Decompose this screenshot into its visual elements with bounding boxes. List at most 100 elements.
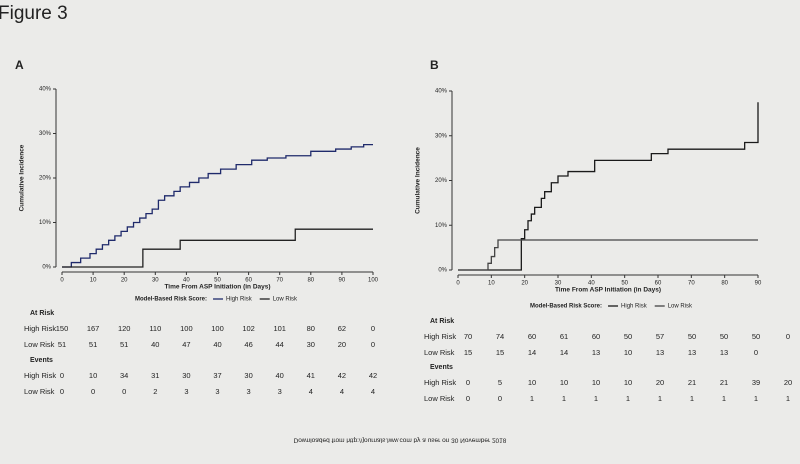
table-cell: 42 <box>338 371 346 380</box>
x-tick-label: 10 <box>488 281 495 287</box>
table-cell: 34 <box>120 371 128 380</box>
table-cell: 0 <box>498 394 502 403</box>
row-label: High Risk <box>24 371 56 380</box>
table-cell: 10 <box>560 378 568 387</box>
step-line <box>62 228 373 268</box>
table-cell: 5 <box>498 378 502 387</box>
table-title: Events <box>430 364 453 371</box>
table-cell: 50 <box>752 332 760 341</box>
table-cell: 21 <box>720 378 728 387</box>
table-cell: 20 <box>656 378 664 387</box>
table-cell: 30 <box>244 371 252 380</box>
x-tick-label: 10 <box>90 278 97 284</box>
table-cell: 1 <box>786 394 790 403</box>
table-cell: 30 <box>307 340 315 349</box>
y-tick-label: 20% <box>39 176 52 182</box>
table-cell: 120 <box>118 324 131 333</box>
table-cell: 20 <box>784 378 792 387</box>
table-cell: 4 <box>371 387 375 396</box>
table-cell: 60 <box>592 332 600 341</box>
table-cell: 40 <box>276 371 284 380</box>
row-label: Low Risk <box>24 387 55 396</box>
legend-label: High Risk <box>226 297 253 303</box>
table-cell: 150 <box>56 324 69 333</box>
table-cell: 4 <box>309 387 313 396</box>
table-cell: 0 <box>466 378 470 387</box>
x-tick-label: 0 <box>456 281 460 287</box>
table-cell: 110 <box>149 324 161 333</box>
table-cell: 51 <box>120 340 128 349</box>
table-cell: 47 <box>182 340 190 349</box>
x-tick-label: 20 <box>121 278 128 284</box>
y-tick-label: 40% <box>39 87 52 93</box>
footer: Downloaded from http://journals.lww.com … <box>294 436 507 443</box>
table-cell: 70 <box>464 332 472 341</box>
table-cell: 50 <box>720 332 728 341</box>
x-tick-label: 70 <box>688 281 695 287</box>
table-cell: 100 <box>211 324 224 333</box>
x-tick-label: 30 <box>152 278 159 284</box>
table-cell: 102 <box>242 324 255 333</box>
x-tick-label: 100 <box>368 278 379 284</box>
table-cell: 1 <box>658 394 662 403</box>
table-cell: 1 <box>594 394 598 403</box>
legend-label: Low Risk <box>273 297 298 303</box>
row-label: High Risk <box>24 324 56 333</box>
x-tick-label: 20 <box>521 281 528 287</box>
step-line <box>458 102 759 271</box>
panel-label: B <box>430 58 439 72</box>
table-cell: 39 <box>752 378 760 387</box>
y-tick-label: 0% <box>42 265 51 271</box>
table-cell: 1 <box>690 394 694 403</box>
table-cell: 30 <box>182 371 190 380</box>
table-cell: 1 <box>754 394 758 403</box>
table-cell: 41 <box>307 371 315 380</box>
table-cell: 14 <box>528 348 536 357</box>
x-axis-label: Time From ASP Initiation (in Days) <box>164 284 270 291</box>
row-label: Low Risk <box>424 348 455 357</box>
table-title: At Risk <box>30 310 54 317</box>
table-cell: 40 <box>151 340 159 349</box>
x-tick-label: 30 <box>555 281 562 287</box>
table-title: At Risk <box>430 318 454 325</box>
table-cell: 0 <box>91 387 95 396</box>
row-label: High Risk <box>424 332 456 341</box>
table-cell: 0 <box>466 394 470 403</box>
x-tick-label: 50 <box>214 278 221 284</box>
table-cell: 15 <box>464 348 472 357</box>
x-tick-label: 60 <box>655 281 662 287</box>
table-cell: 13 <box>592 348 600 357</box>
table-cell: 3 <box>215 387 219 396</box>
table-cell: 61 <box>560 332 568 341</box>
table-cell: 31 <box>151 371 159 380</box>
x-tick-label: 0 <box>60 278 64 284</box>
table-cell: 20 <box>338 340 346 349</box>
table-cell: 40 <box>213 340 221 349</box>
table-cell: 13 <box>688 348 696 357</box>
y-tick-label: 20% <box>435 178 448 184</box>
step-line <box>458 239 758 271</box>
table-cell: 101 <box>273 324 286 333</box>
table-cell: 10 <box>624 348 632 357</box>
table-cell: 46 <box>244 340 252 349</box>
table-cell: 10 <box>592 378 600 387</box>
table-cell: 3 <box>278 387 282 396</box>
x-tick-label: 80 <box>307 278 314 284</box>
table-cell: 21 <box>688 378 696 387</box>
legend-title: Model-Based Risk Score: <box>135 297 207 303</box>
table-cell: 51 <box>89 340 97 349</box>
table-cell: 51 <box>58 340 66 349</box>
table-cell: 13 <box>656 348 664 357</box>
table-cell: 0 <box>754 348 758 357</box>
table-cell: 15 <box>496 348 504 357</box>
x-axis-label: Time From ASP Initiation (in Days) <box>555 287 661 294</box>
table-title: Events <box>30 357 53 364</box>
y-axis-label: Cumulative Incidence <box>415 147 422 214</box>
legend-label: Low Risk <box>668 304 693 310</box>
table-cell: 74 <box>496 332 504 341</box>
table-cell: 50 <box>624 332 632 341</box>
table-cell: 13 <box>720 348 728 357</box>
table-cell: 60 <box>528 332 536 341</box>
table-cell: 57 <box>656 332 664 341</box>
